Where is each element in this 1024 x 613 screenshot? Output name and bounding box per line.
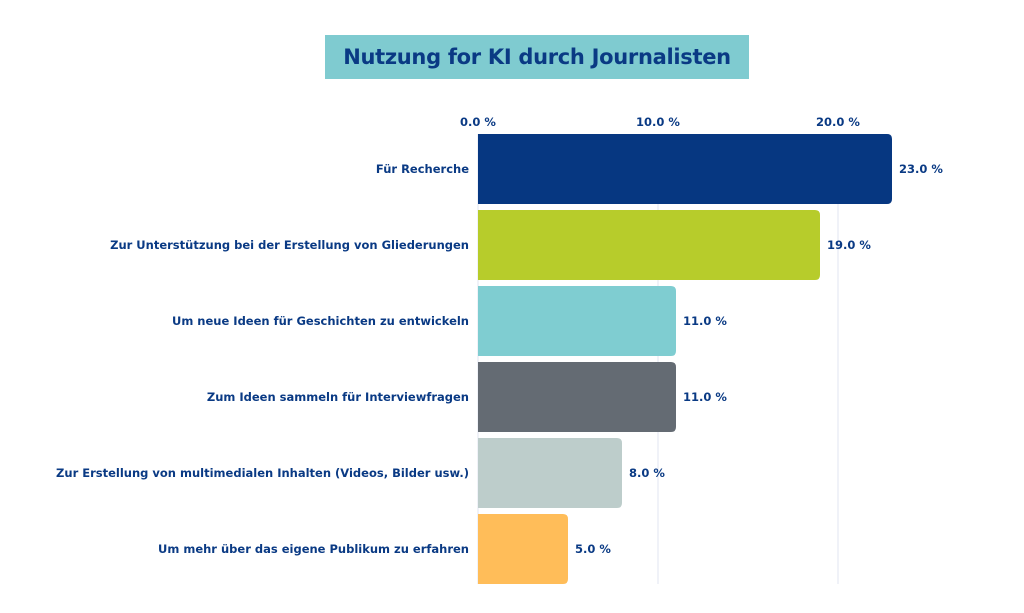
category-label: Zur Erstellung von multimedialen Inhalte…	[56, 466, 469, 480]
value-labels: 23.0 % 19.0 % 11.0 % 11.0 % 8.0 % 5.0 %	[575, 162, 943, 556]
value-label: 19.0 %	[827, 238, 871, 252]
x-axis-ticks: 0.0 % 10.0 % 20.0 %	[460, 115, 860, 129]
bar	[478, 438, 622, 508]
chart-title-box: Nutzung for KI durch Journalisten	[325, 35, 749, 79]
x-tick-label: 20.0 %	[816, 115, 860, 129]
bar	[478, 134, 892, 204]
category-label: Zum Ideen sammeln für Interviewfragen	[207, 390, 469, 404]
category-label: Um neue Ideen für Geschichten zu entwick…	[172, 314, 469, 328]
value-label: 5.0 %	[575, 542, 611, 556]
bar	[478, 210, 820, 280]
value-label: 23.0 %	[899, 162, 943, 176]
bar	[478, 286, 676, 356]
value-label: 11.0 %	[683, 390, 727, 404]
gridlines	[477, 134, 839, 584]
chart-title: Nutzung for KI durch Journalisten	[343, 45, 731, 69]
bar	[478, 514, 568, 584]
category-label: Zur Unterstützung bei der Erstellung von…	[110, 238, 469, 252]
bar	[478, 362, 676, 432]
x-tick-label: 10.0 %	[636, 115, 680, 129]
category-label: Für Recherche	[376, 162, 469, 176]
category-labels: Für Recherche Zur Unterstützung bei der E…	[56, 162, 469, 556]
category-label: Um mehr über das eigene Publikum zu erfa…	[158, 542, 469, 556]
value-label: 11.0 %	[683, 314, 727, 328]
x-tick-label: 0.0 %	[460, 115, 496, 129]
value-label: 8.0 %	[629, 466, 665, 480]
bars	[478, 134, 892, 584]
